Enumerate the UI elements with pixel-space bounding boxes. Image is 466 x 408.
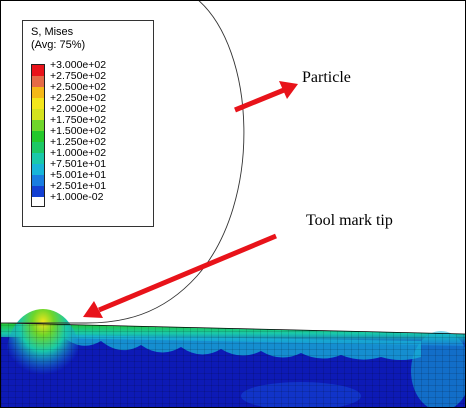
legend-title: S, Mises xyxy=(31,26,74,38)
legend-level-label: +1.750e+02 xyxy=(50,114,107,126)
legend-level-label: +2.250e+02 xyxy=(50,92,107,104)
legend-subtitle: (Avg: 75%) xyxy=(31,39,86,51)
legend-level-label: +1.000e-02 xyxy=(50,191,104,203)
legend-swatch xyxy=(32,87,44,98)
tool-mark-tip-label: Tool mark tip xyxy=(306,212,393,229)
legend-level-label: +2.000e+02 xyxy=(50,103,107,115)
legend-swatch xyxy=(32,175,44,186)
element-grid xyxy=(1,323,465,407)
legend-swatch xyxy=(32,186,44,197)
legend-swatch xyxy=(32,120,44,131)
particle-arrow xyxy=(234,81,298,113)
legend-value-labels: +3.000e+02 +2.750e+02 +2.500e+02 +2.250e+02… xyxy=(50,60,106,203)
legend-level-label: +5.001e+01 xyxy=(50,169,107,181)
particle-outline xyxy=(1,1,245,324)
legend-swatch xyxy=(32,153,44,164)
legend-swatch xyxy=(32,109,44,120)
legend-level-label: +7.501e+01 xyxy=(50,158,107,170)
legend-swatch xyxy=(32,65,44,76)
legend-level-label: +2.500e+02 xyxy=(50,81,107,93)
legend-level-label: +1.500e+02 xyxy=(50,125,107,137)
legend-level-label: +2.750e+02 xyxy=(50,70,107,82)
legend-swatch xyxy=(32,142,44,153)
legend-color-scale xyxy=(31,64,45,207)
stress-legend: S, Mises (Avg: 75%) +3.000e+02 +2.750e+02… xyxy=(22,20,154,227)
tool-mark-arrow xyxy=(83,233,277,318)
legend-level-label: +2.501e+01 xyxy=(50,180,107,192)
legend-swatch xyxy=(32,98,44,109)
legend-level-label: +3.000e+02 xyxy=(50,59,107,71)
workpiece-mesh xyxy=(1,309,465,407)
legend-level-label: +1.250e+02 xyxy=(50,136,107,148)
legend-swatch xyxy=(32,131,44,142)
legend-level-label: +1.000e+02 xyxy=(50,147,107,159)
workpiece-surface-line xyxy=(1,322,465,335)
legend-swatch xyxy=(32,76,44,87)
particle-label: Particle xyxy=(302,69,351,86)
legend-swatch xyxy=(32,164,44,175)
